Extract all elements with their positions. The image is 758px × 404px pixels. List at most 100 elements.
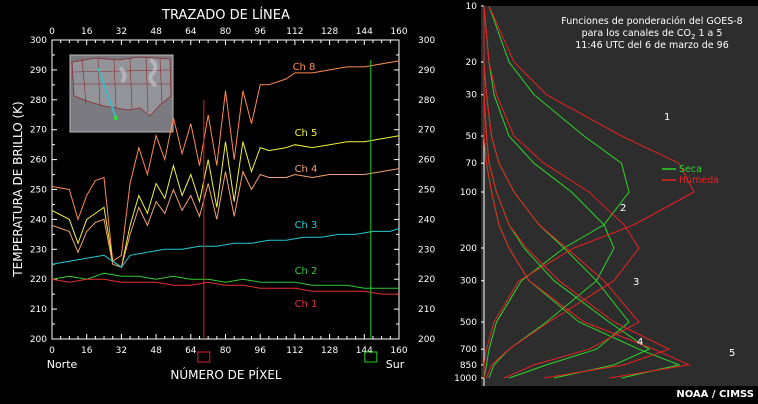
y-tick-label-left: 230 (30, 245, 47, 255)
map-trace-end (113, 115, 119, 121)
series-group: Ch 8 Ch 5 Ch 4 Ch 3 Ch 2 Ch 1 (51, 60, 400, 310)
x-tick-label-bottom: 64 (185, 346, 197, 356)
map-trace-line (97, 67, 117, 119)
pixel-cursors (197, 60, 378, 363)
pressure-ticks: 10 20 30 50 70 100 200 300 500 700 850 1000 (454, 2, 485, 386)
x-tick-label-top: 160 (390, 27, 407, 37)
pressure-tick-label: 700 (460, 345, 477, 355)
weighting-curve-humeda-2 (483, 5, 640, 379)
y-tick-label-right: 280 (418, 96, 435, 106)
x-tick-label-bottom: 32 (116, 346, 127, 356)
pressure-tick-label: 100 (460, 188, 477, 198)
curve-label-5: 5 (729, 348, 735, 359)
series-line-ch-8 (51, 60, 400, 263)
pressure-tick-label: 70 (466, 159, 478, 169)
x-tick-label-top: 96 (254, 27, 266, 37)
x-tick-label-top: 112 (286, 27, 303, 37)
weighting-curve-humeda-5 (483, 6, 691, 379)
y-tick-label-right: 260 (418, 156, 435, 166)
norte-label: Norte (47, 358, 78, 371)
series-line-ch-5 (51, 135, 400, 269)
series-label-ch-3: Ch 3 (295, 220, 318, 231)
series-line-ch-3 (51, 227, 400, 268)
pressure-tick-label: 50 (466, 132, 478, 142)
curve-label-4: 4 (637, 337, 643, 348)
y-tick-label-right: 290 (418, 66, 435, 76)
x-tick-label-bottom: 0 (49, 346, 55, 356)
weighting-curve-humeda-1 (483, 5, 695, 378)
x-tick-label-top: 32 (116, 27, 127, 37)
x-tick-label-top: 64 (185, 27, 197, 37)
pressure-tick-label: 1000 (454, 374, 477, 384)
y-axis-label: TEMPERATURA DE BRILLO (K) (11, 101, 25, 277)
x-tick-label-bottom: 16 (81, 346, 93, 356)
line-trace-chart: TRAZADO DE LÍNEA 0 0 16 16 32 32 48 48 64 64 80 80 9… (11, 7, 435, 382)
y-tick-label-right: 300 (418, 36, 435, 46)
series-line-ch-2 (51, 272, 399, 289)
pressure-tick-label: 850 (460, 361, 477, 371)
x-tick-label-top: 0 (49, 27, 55, 37)
y-tick-label-left: 300 (30, 36, 47, 46)
y-tick-label-right: 210 (418, 305, 435, 315)
x-tick-label-bottom: 112 (286, 346, 303, 356)
chart-title: TRAZADO DE LÍNEA (161, 7, 290, 23)
x-tick-label-top: 144 (356, 27, 373, 37)
x-tick-label-top: 48 (150, 27, 162, 37)
y-tick-label-left: 270 (30, 126, 47, 136)
y-tick-label-left: 210 (30, 305, 47, 315)
y-tick-label-left: 290 (30, 66, 47, 76)
x-tick-label-bottom: 128 (321, 346, 338, 356)
x-tick-label-bottom: 160 (390, 346, 407, 356)
pressure-tick-label: 30 (466, 91, 478, 101)
legend-humeda-label: Húmeda (679, 175, 719, 186)
map-clouds (118, 58, 158, 88)
series-label-ch-4: Ch 4 (295, 164, 318, 175)
subtitle-prefix: para los canales de CO (582, 28, 691, 39)
pressure-tick-label: 500 (460, 318, 477, 328)
y-tick-label-right: 230 (418, 245, 435, 255)
y-tick-label-left: 260 (30, 156, 47, 166)
pressure-tick-label: 300 (460, 277, 477, 287)
y-tick-label-left: 280 (30, 96, 47, 106)
pressure-tick-label: 20 (466, 58, 478, 68)
weighting-title: Funciones de ponderación del GOES-8 (561, 16, 742, 27)
x-tick-label-bottom: 96 (254, 346, 266, 356)
x-tick-label-bottom: 144 (356, 346, 373, 356)
series-label-ch-2: Ch 2 (295, 266, 318, 277)
y-tick-label-left: 200 (30, 335, 47, 345)
y-tick-label-right: 200 (418, 335, 435, 345)
sur-label: Sur (386, 358, 405, 371)
x-tick-label-bottom: 48 (150, 346, 162, 356)
y-tick-label-right: 240 (418, 215, 435, 225)
subtitle-suffix: 1 a 5 (695, 28, 722, 39)
series-label-ch-5: Ch 5 (295, 128, 318, 139)
satellite-map-inset (69, 54, 174, 133)
pressure-tick-label: 10 (466, 2, 478, 12)
x-tick-label-top: 80 (220, 27, 232, 37)
x-tick-label-top: 128 (321, 27, 338, 37)
footer-credit: NOAA / CIMSS (676, 389, 754, 400)
x-tick-label-bottom: 80 (220, 346, 232, 356)
cursor-marker-red[interactable] (197, 351, 211, 363)
y-tick-label-right: 220 (418, 275, 435, 285)
y-tick-label-left: 220 (30, 275, 47, 285)
weighting-subtitle: para los canales de CO2 1 a 5 (582, 28, 723, 41)
subtitle-subscript: 2 (691, 33, 695, 41)
series-line-ch-1 (51, 278, 399, 295)
cursor-marker-green[interactable] (364, 351, 378, 363)
series-line-ch-4 (51, 168, 400, 268)
y-tick-label-left: 240 (30, 215, 47, 225)
x-tick-label-top: 16 (81, 27, 93, 37)
y-tick-label-right: 250 (418, 186, 435, 196)
curve-label-1: 1 (664, 112, 670, 123)
y-tick-label-left: 250 (30, 186, 47, 196)
weighting-function-chart: 10 20 30 50 70 100 200 300 500 700 850 1000 Funcion… (454, 2, 758, 400)
x-axis-label: NÚMERO DE PÍXEL (170, 367, 282, 382)
weighting-curves (483, 5, 695, 379)
series-label-ch-8: Ch 8 (293, 62, 316, 73)
series-label-ch-1: Ch 1 (295, 299, 318, 310)
axis-ticks: 0 0 16 16 32 32 48 48 64 64 80 80 96 96 112 112 128 128 14… (30, 27, 436, 356)
pressure-tick-label: 200 (460, 244, 477, 254)
